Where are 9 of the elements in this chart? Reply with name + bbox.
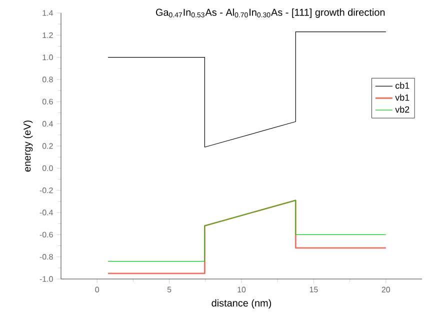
legend-label: cb1 [396, 82, 410, 89]
chart-title: Ga$_{0.47}$In$_{0.53}$As - Al$_{0.70}$In$_{0.30}$As - [111] growth direction [156, 8, 385, 18]
legend-label: vb2 [395, 106, 410, 113]
x-axis-title: distance (nm) [212, 299, 272, 309]
legend-label: vb1 [395, 94, 410, 101]
line-series [108, 32, 386, 148]
line-series [108, 200, 386, 262]
line-series [107, 200, 387, 274]
y-axis-title: energy (eV) [23, 120, 33, 172]
